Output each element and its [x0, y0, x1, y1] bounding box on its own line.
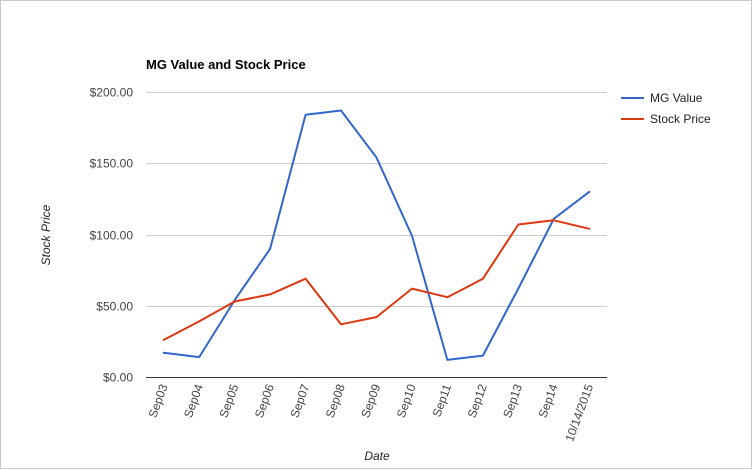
series-line-0 [162, 109, 591, 361]
y-tick-label: $0.00 [103, 371, 133, 385]
legend-label: Stock Price [650, 112, 711, 126]
series-line-1 [162, 219, 591, 341]
chart-title: MG Value and Stock Price [146, 57, 306, 72]
y-tick-label: $150.00 [90, 157, 134, 171]
legend: MG Value Stock Price [621, 91, 711, 126]
y-axis-label: Stock Price [39, 204, 53, 265]
y-tick-label: $200.00 [90, 86, 134, 100]
series-group [162, 109, 591, 361]
x-axis-label: Date [364, 449, 390, 463]
grid-lines [146, 92, 607, 307]
y-tick-label: $100.00 [90, 229, 134, 243]
y-axis-ticks: $0.00 $50.00 $100.00 $150.00 $200.00 [90, 86, 134, 385]
legend-label: MG Value [650, 91, 703, 105]
y-tick-label: $50.00 [96, 300, 133, 314]
